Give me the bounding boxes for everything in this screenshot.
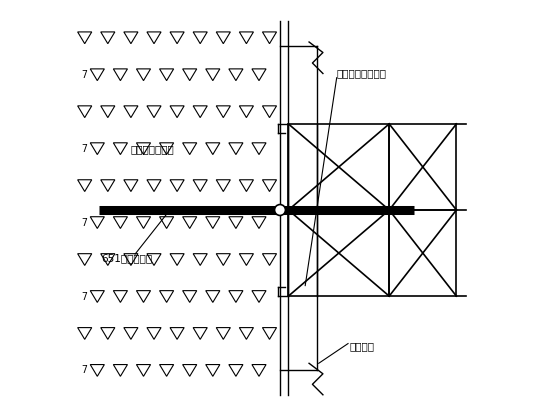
Text: 7: 7 [82,144,87,154]
Circle shape [274,205,286,215]
Text: 7: 7 [82,70,87,80]
Bar [288,210,389,296]
Bar [389,210,456,296]
Text: 7: 7 [82,365,87,375]
Text: 指头模板: 指头模板 [349,341,374,352]
Text: 7: 7 [82,218,87,228]
Text: 夹具固定于模板上: 夹具固定于模板上 [337,68,387,79]
Bar [288,124,389,210]
Text: 先期浇筑混凝土: 先期浇筑混凝土 [130,144,174,154]
Text: 651橡胶止水带: 651橡胶止水带 [101,253,153,263]
Bar [389,124,456,210]
Text: 7: 7 [82,291,87,302]
